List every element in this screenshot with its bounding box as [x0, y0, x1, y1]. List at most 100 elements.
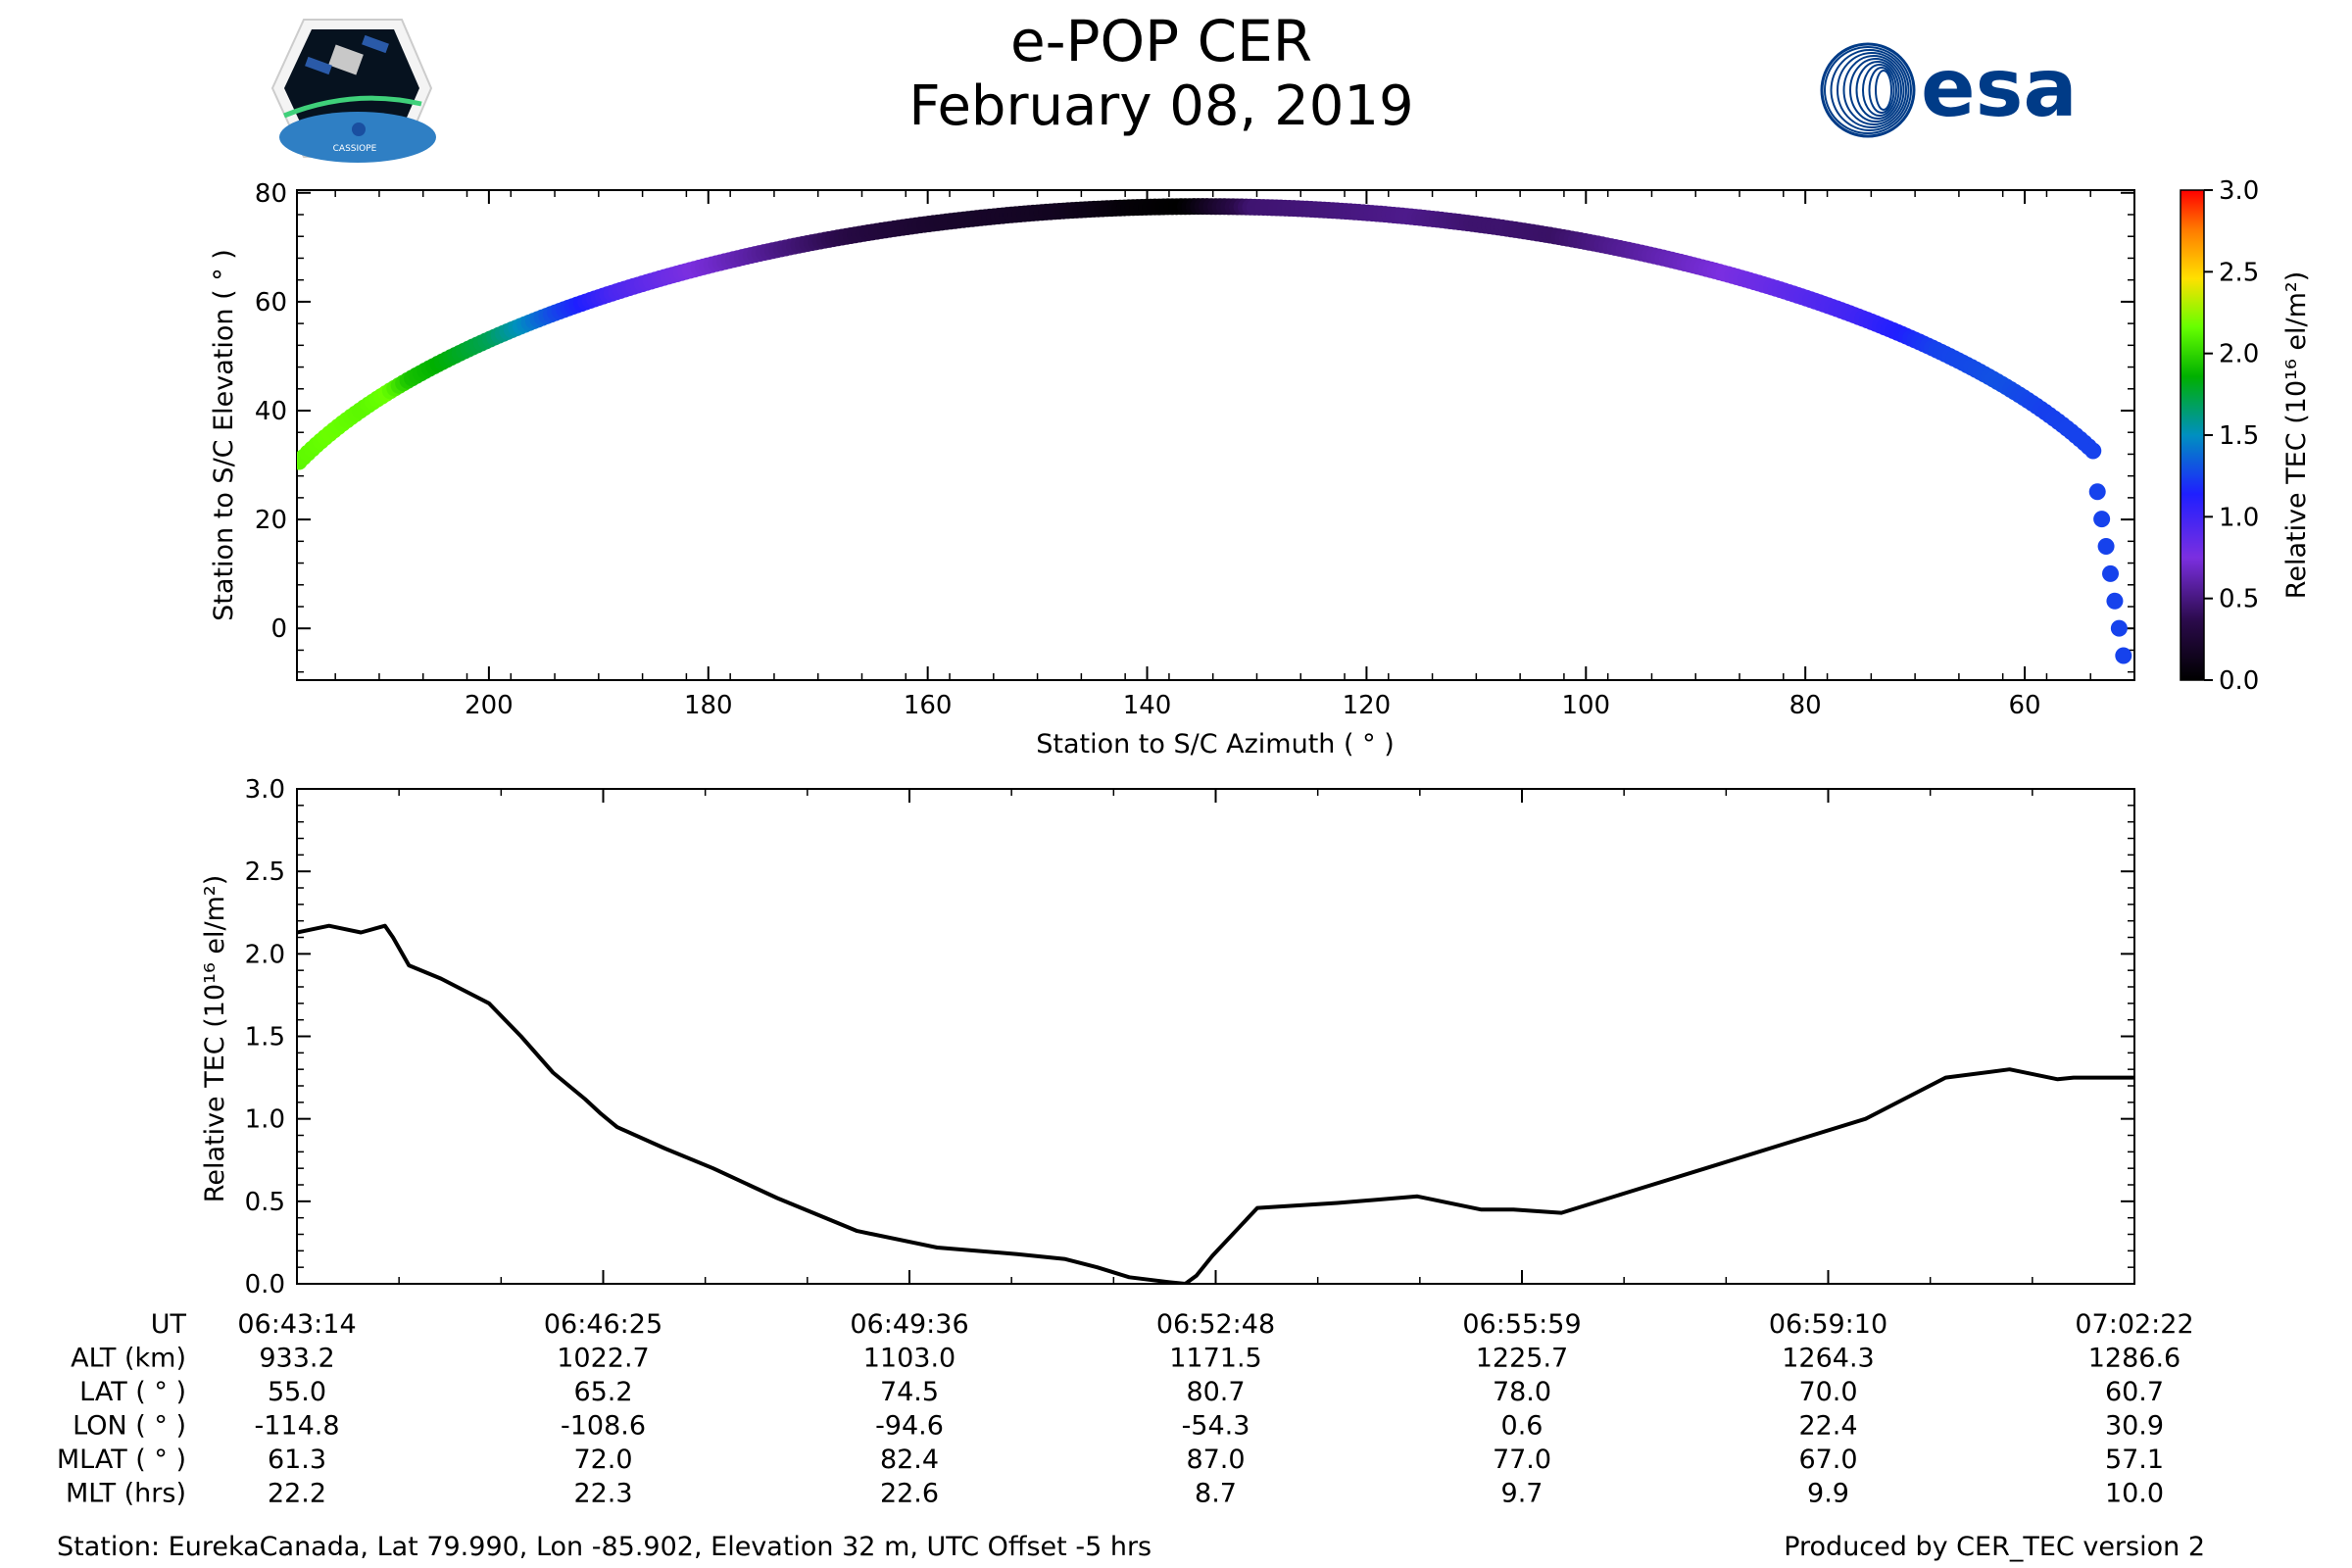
tec-series-line — [297, 923, 2134, 1284]
orbit-table-cell: 06:52:48 — [1156, 1309, 1275, 1340]
orbit-table-cell: 06:46:25 — [544, 1309, 662, 1340]
tec-y-tick-label: 3.0 — [245, 775, 285, 805]
sky-track-x-tick-label: 160 — [904, 691, 953, 720]
sky-track-x-tick-label: 100 — [1561, 691, 1610, 720]
sky-track-y-tick-label: 40 — [255, 397, 287, 426]
tec-x-ticks — [296, 789, 2135, 1284]
tec-y-tick-label: 2.5 — [245, 858, 285, 887]
orbit-table-cell: 61.3 — [268, 1445, 326, 1475]
esa-logo-ring — [1862, 64, 1897, 117]
orbit-table-cell: -54.3 — [1182, 1411, 1250, 1442]
orbit-table-cell: 1264.3 — [1782, 1344, 1874, 1374]
orbit-table-cell: 8.7 — [1195, 1479, 1237, 1509]
chart-title: e-POP CER — [1009, 8, 1313, 74]
orbit-table-cell: 9.7 — [1501, 1479, 1544, 1509]
orbit-table-cell: 1171.5 — [1169, 1344, 1261, 1374]
sky-track-x-tick-label: 140 — [1123, 691, 1172, 720]
station-info: Station: EurekaCanada, Lat 79.990, Lon -… — [57, 1532, 1152, 1562]
orbit-table-cell: 74.5 — [880, 1377, 939, 1407]
colorbar-tick-label: 3.0 — [2219, 176, 2259, 206]
orbit-table-cell: 06:43:14 — [237, 1309, 356, 1340]
orbit-table-cell: 0.6 — [1501, 1411, 1544, 1442]
orbit-table-cell: 9.9 — [1807, 1479, 1849, 1509]
sky-track-point — [2102, 564, 2120, 582]
orbit-table-cell: 67.0 — [1798, 1445, 1857, 1475]
tec-y-tick-label: 0.5 — [245, 1188, 285, 1217]
esa-logo-ring — [1824, 46, 1912, 134]
sky-track-x-tick-label: 120 — [1343, 691, 1392, 720]
orbit-table-row-label: UT — [151, 1309, 187, 1340]
orbit-table-cell: 1022.7 — [557, 1344, 649, 1374]
produced-by: Produced by CER_TEC version 2 — [1784, 1532, 2205, 1562]
sky-track-y-tick-label: 80 — [255, 179, 287, 209]
colorbar-tick-label: 2.5 — [2219, 258, 2259, 287]
colorbar-tick-label: 0.5 — [2219, 585, 2259, 614]
sky-track-y-ticks: 0 20 40 60 80 — [255, 179, 2134, 644]
sky-track-point — [2115, 647, 2132, 664]
tec-y-ticks: 0.0 0.5 1.0 1.5 2.0 2.5 3.0 — [245, 775, 2134, 1299]
orbit-table-row-label: MLT (hrs) — [66, 1479, 186, 1509]
tec-y-tick-label: 0.0 — [245, 1270, 285, 1299]
sky-track-x-tick-label: 60 — [2009, 691, 2041, 720]
sky-track-point — [2110, 619, 2128, 637]
orbit-table-cell: 07:02:22 — [2075, 1309, 2193, 1340]
orbit-table-cell: 72.0 — [573, 1445, 632, 1475]
colorbar-tick-label: 1.5 — [2219, 421, 2259, 451]
sky-track-x-label: Station to S/C Azimuth ( ° ) — [1036, 729, 1395, 760]
sky-track-axes-frame — [296, 189, 2135, 681]
esa-logo-ring — [1855, 61, 1900, 120]
sky-track-markers — [297, 198, 2132, 664]
esa-logo-ring — [1849, 58, 1902, 122]
tec-y-label: Relative TEC (10¹⁶ el/m²) — [200, 875, 230, 1202]
cassiope-logo-text: CASSIOPE — [333, 144, 377, 154]
orbit-table-cell: -94.6 — [875, 1411, 944, 1442]
orbit-table-row-label: LON ( ° ) — [73, 1411, 186, 1442]
orbit-table-cell: -108.6 — [561, 1411, 646, 1442]
esa-logo-ring — [1830, 49, 1910, 131]
esa-logo-text: esa — [1921, 42, 2078, 135]
sky-track-x-ticks: 200 180 160 140 120 100 80 60 — [465, 190, 2041, 720]
colorbar-ticks: 0.0 0.5 1.0 1.5 2.0 2.5 3.0 — [2204, 176, 2259, 696]
tec-minor-ticks — [297, 789, 2134, 1284]
orbit-table-cell: 10.0 — [2105, 1479, 2164, 1509]
orbit-table-cell: 1225.7 — [1476, 1344, 1568, 1374]
chart-date: February 08, 2019 — [908, 74, 1414, 138]
cassiope-logo: CASSIOPE — [270, 19, 436, 163]
orbit-table-cell: 06:49:36 — [850, 1309, 968, 1340]
tec-panel: 0.0 0.5 1.0 1.5 2.0 2.5 3.0 Relative TEC (10¹⁶… — [200, 775, 2135, 1299]
orbit-table-row-label: ALT (km) — [71, 1344, 186, 1374]
sky-track-x-tick-label: 80 — [1789, 691, 1822, 720]
orbit-table-cell: 933.2 — [259, 1344, 334, 1374]
orbit-table-cell: 60.7 — [2105, 1377, 2164, 1407]
orbit-table-row-label: LAT ( ° ) — [79, 1377, 186, 1407]
orbit-table-cell: 80.7 — [1186, 1377, 1245, 1407]
esa-logo-ring — [1842, 55, 1905, 125]
sky-track-point — [2097, 537, 2115, 555]
orbit-table-cell: 87.0 — [1186, 1445, 1245, 1475]
sky-track-point — [2093, 511, 2111, 528]
tec-y-tick-label: 1.5 — [245, 1023, 285, 1053]
tec-y-tick-label: 2.0 — [245, 940, 285, 969]
orbit-table-cell: 78.0 — [1493, 1377, 1551, 1407]
sky-track-point — [2088, 483, 2106, 501]
orbit-table: UT ALT (km)LAT ( ° ) LON ( ° )MLAT ( ° ) ML… — [57, 1309, 2194, 1509]
sky-track-x-tick-label: 200 — [465, 691, 514, 720]
colorbar-label: Relative TEC (10¹⁶ el/m²) — [2281, 271, 2312, 599]
colorbar-gradient — [2180, 189, 2205, 681]
colorbar-tick-label: 1.0 — [2219, 503, 2259, 532]
colorbar-tick-label: 2.0 — [2219, 340, 2259, 369]
orbit-table-cell: 22.2 — [268, 1479, 326, 1509]
orbit-table-cell: 70.0 — [1798, 1377, 1857, 1407]
orbit-table-cell: 06:59:10 — [1769, 1309, 1887, 1340]
orbit-table-cell: 65.2 — [573, 1377, 632, 1407]
esa-logo-ring — [1868, 67, 1895, 114]
colorbar-tick-label: 0.0 — [2219, 666, 2259, 696]
orbit-table-cell: -114.8 — [254, 1411, 339, 1442]
sky-track-y-tick-label: 20 — [255, 506, 287, 535]
orbit-table-cell: 82.4 — [880, 1445, 939, 1475]
sky-track-y-tick-label: 0 — [270, 614, 287, 644]
orbit-table-cell: 22.3 — [573, 1479, 632, 1509]
sky-track-x-tick-label: 180 — [684, 691, 733, 720]
colorbar: 0.0 0.5 1.0 1.5 2.0 2.5 3.0 Relative TEC (10¹⁶… — [2180, 176, 2312, 696]
orbit-table-cell: 1286.6 — [2088, 1344, 2180, 1374]
